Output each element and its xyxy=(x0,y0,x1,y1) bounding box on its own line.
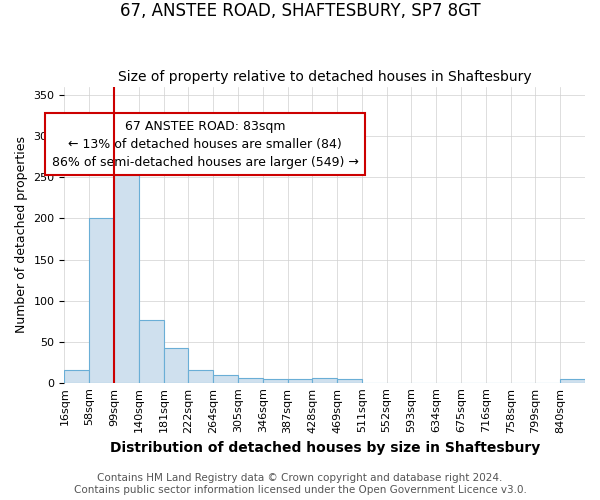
Title: Size of property relative to detached houses in Shaftesbury: Size of property relative to detached ho… xyxy=(118,70,532,85)
Y-axis label: Number of detached properties: Number of detached properties xyxy=(15,136,28,334)
X-axis label: Distribution of detached houses by size in Shaftesbury: Distribution of detached houses by size … xyxy=(110,441,540,455)
Bar xyxy=(64,370,89,382)
Bar xyxy=(313,378,337,382)
Text: 67, ANSTEE ROAD, SHAFTESBURY, SP7 8GT: 67, ANSTEE ROAD, SHAFTESBURY, SP7 8GT xyxy=(119,2,481,21)
Bar xyxy=(263,380,287,382)
Bar xyxy=(238,378,263,382)
Bar xyxy=(560,380,585,382)
Bar xyxy=(164,348,188,382)
Bar xyxy=(139,320,164,382)
Bar xyxy=(213,376,238,382)
Bar xyxy=(287,380,313,382)
Bar xyxy=(337,380,362,382)
Bar xyxy=(188,370,213,382)
Text: 67 ANSTEE ROAD: 83sqm
← 13% of detached houses are smaller (84)
86% of semi-deta: 67 ANSTEE ROAD: 83sqm ← 13% of detached … xyxy=(52,120,358,168)
Bar xyxy=(114,152,139,382)
Bar xyxy=(89,218,114,382)
Text: Contains HM Land Registry data © Crown copyright and database right 2024.
Contai: Contains HM Land Registry data © Crown c… xyxy=(74,474,526,495)
